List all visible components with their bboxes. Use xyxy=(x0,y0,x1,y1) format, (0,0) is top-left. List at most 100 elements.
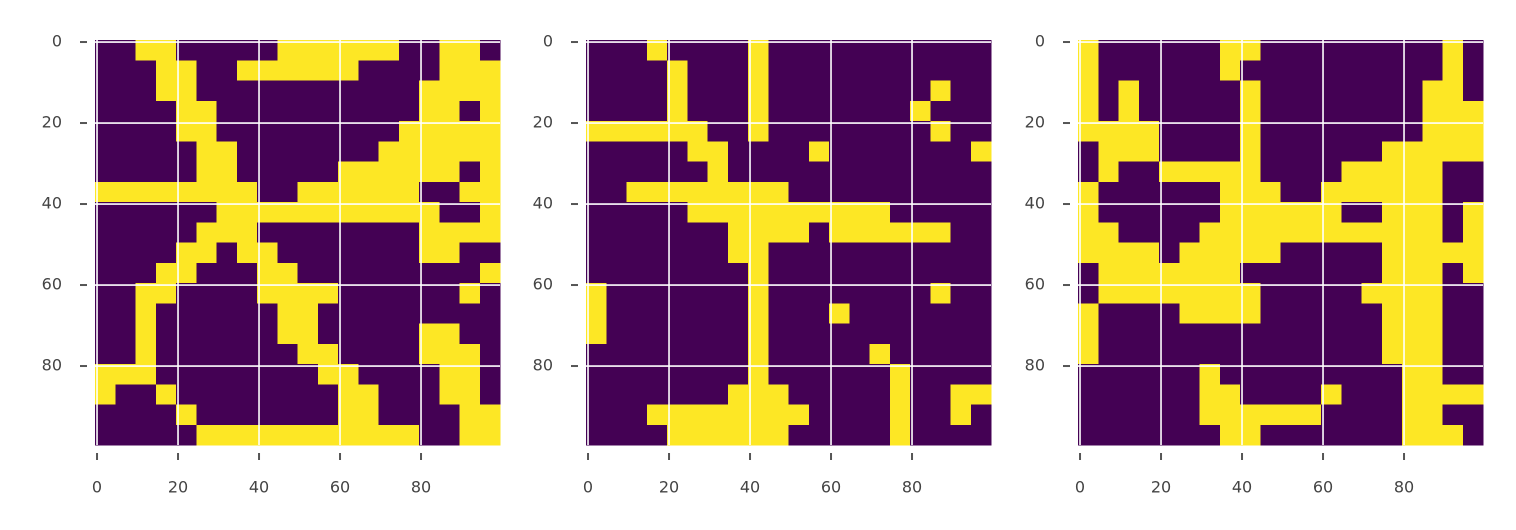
pixel-cell xyxy=(1240,141,1261,163)
pixel-cell xyxy=(586,161,607,183)
pixel-cell xyxy=(970,364,992,385)
pixel-cell xyxy=(479,364,501,385)
pixel-cell xyxy=(196,40,218,61)
pixel-cell xyxy=(1422,283,1444,304)
pixel-cell xyxy=(419,384,440,406)
pixel-cell xyxy=(910,161,931,183)
pixel-cell xyxy=(398,283,420,304)
pixel-cell xyxy=(646,404,668,426)
pixel-cell xyxy=(176,202,197,223)
pixel-cell xyxy=(808,283,830,304)
pixel-cell xyxy=(1341,202,1363,223)
pixel-cell xyxy=(1159,40,1180,61)
pixel-cell xyxy=(1381,262,1403,284)
pixel-cell xyxy=(1159,222,1180,244)
pixel-cell xyxy=(95,364,116,385)
pixel-cell xyxy=(1199,121,1221,142)
pixel-cell xyxy=(626,424,648,446)
pixel-cell xyxy=(216,121,238,142)
pixel-cell xyxy=(707,141,729,163)
pixel-cell xyxy=(1118,404,1140,426)
pixel-cell xyxy=(479,100,501,122)
pixel-cell xyxy=(707,80,729,102)
pixel-cell xyxy=(358,303,380,325)
pixel-cell xyxy=(135,40,157,61)
pixel-cell xyxy=(358,364,380,385)
pixel-cell xyxy=(1442,202,1464,223)
pixel-cell xyxy=(277,384,299,406)
pixel-cell xyxy=(419,161,440,183)
pixel-cell xyxy=(1159,323,1180,345)
pixel-cell xyxy=(1118,323,1140,345)
pixel-cell xyxy=(419,202,440,223)
pixel-cell xyxy=(829,262,850,284)
pixel-cell xyxy=(439,283,461,304)
pixel-cell xyxy=(687,404,709,426)
pixel-cell xyxy=(1361,80,1383,102)
pixel-cell xyxy=(910,202,931,223)
pixel-cell xyxy=(257,262,278,284)
pixel-cell xyxy=(626,364,648,385)
pixel-cell xyxy=(687,100,709,122)
pixel-cell xyxy=(1118,222,1140,244)
pixel-cell xyxy=(1321,384,1342,406)
pixel-cell xyxy=(1462,343,1484,365)
pixel-cell xyxy=(1422,262,1444,284)
pixel-cell xyxy=(606,343,628,365)
pixel-cell xyxy=(1098,424,1120,446)
pixel-cell xyxy=(155,283,177,304)
pixel-cell xyxy=(95,80,116,102)
x-tick-label: 0 xyxy=(92,478,102,497)
pixel-cell xyxy=(135,404,157,426)
pixel-cell xyxy=(1381,242,1403,264)
pixel-cell xyxy=(257,364,278,385)
pixel-cell xyxy=(829,242,850,264)
pixel-cell xyxy=(808,202,830,223)
pixel-cell xyxy=(1219,100,1241,122)
pixel-cell xyxy=(479,343,501,365)
pixel-cell xyxy=(1118,40,1140,61)
pixel-cell xyxy=(1361,121,1383,142)
pixel-cell xyxy=(398,141,420,163)
pixel-cell xyxy=(115,424,137,446)
pixel-cell xyxy=(1078,364,1099,385)
pixel-cell xyxy=(707,424,729,446)
pixel-cell xyxy=(788,60,810,82)
pixel-cell xyxy=(869,141,891,163)
pixel-cell xyxy=(808,80,830,102)
pixel-cell xyxy=(1422,242,1444,264)
pixel-cell xyxy=(358,141,380,163)
pixel-cell xyxy=(1462,121,1484,142)
pixel-cell xyxy=(970,100,992,122)
pixel-cell xyxy=(1381,222,1403,244)
pixel-cell xyxy=(95,100,116,122)
pixel-cell xyxy=(176,404,197,426)
pixel-cell xyxy=(1341,181,1363,203)
pixel-cell xyxy=(1462,323,1484,345)
pixel-cell xyxy=(1300,80,1322,102)
pixel-cell xyxy=(479,60,501,82)
pixel-cell xyxy=(889,364,911,385)
pixel-cell xyxy=(1260,424,1282,446)
pixel-cell xyxy=(1118,303,1140,325)
pixel-cell xyxy=(216,100,238,122)
pixel-cell xyxy=(459,161,481,183)
pixel-cell xyxy=(236,80,258,102)
pixel-cell xyxy=(869,424,891,446)
pixel-cell xyxy=(606,424,628,446)
pixel-cell xyxy=(1118,343,1140,365)
pixel-cell xyxy=(297,100,319,122)
pixel-cell xyxy=(950,60,972,82)
pixel-cell xyxy=(338,222,359,244)
pixel-cell xyxy=(297,262,319,284)
pixel-cell xyxy=(216,40,238,61)
pixel-cell xyxy=(646,141,668,163)
pixel-cell xyxy=(1199,364,1221,385)
pixel-cell xyxy=(1240,404,1261,426)
pixel-cell xyxy=(115,303,137,325)
pixel-cell xyxy=(687,161,709,183)
pixel-cell xyxy=(727,343,749,365)
pixel-cell xyxy=(970,303,992,325)
pixel-cell xyxy=(95,121,116,142)
pixel-cell xyxy=(378,100,400,122)
